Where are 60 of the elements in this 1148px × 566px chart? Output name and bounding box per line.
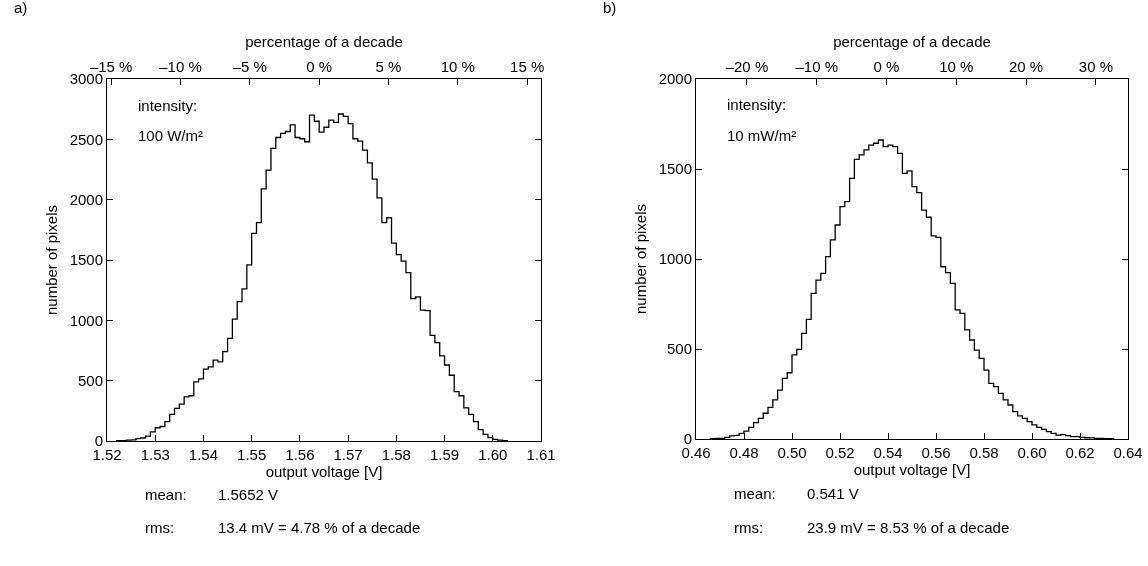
y-axis-title: number of pixels [42, 204, 60, 316]
annotation: intensity: [727, 96, 787, 113]
x-tick-label: 0.52 [825, 444, 855, 461]
x2-tick-label: –15 % [89, 58, 133, 75]
y-tick-label: 1500 [658, 160, 692, 178]
x-tick-label: 1.54 [188, 446, 219, 463]
x-tick-label: 1.53 [140, 446, 170, 463]
x-tick-label: 0.64 [1113, 444, 1143, 461]
x-tick-label: 1.60 [478, 446, 508, 463]
x2-tick-label: –20 % [725, 58, 769, 75]
x-tick-label: 0.48 [729, 444, 759, 461]
y-tick-label: 1000 [69, 311, 103, 329]
x2-axis-title: percentage of a decade [833, 33, 991, 51]
x-tick-label: 1.58 [381, 446, 411, 463]
text: a) [14, 0, 28, 16]
text: rms: [734, 519, 764, 536]
text: 23.9 mV = 8.53 % of a decade [807, 519, 1010, 536]
x-axis-title: output voltage [V] [853, 461, 971, 478]
x2-tick-label: 15 % [510, 58, 545, 75]
y-tick-label: 1500 [69, 251, 103, 269]
x2-tick-label: –5 % [232, 58, 267, 75]
text: b) [603, 0, 617, 16]
x2-tick-label: –10 % [795, 58, 839, 75]
x2-tick-label: 0 % [873, 58, 900, 75]
x-axis-title: output voltage [V] [265, 463, 383, 480]
annotation: 100 W/m² [138, 127, 204, 144]
y-tick-label: 500 [666, 340, 692, 358]
x-tick-label: 0.62 [1065, 444, 1095, 461]
x-tick-label: 0.56 [921, 444, 951, 461]
x2-tick-label: 10 % [440, 58, 475, 75]
text: rms: [145, 519, 175, 536]
text: mean: [734, 485, 776, 502]
y-tick-label: 2000 [658, 70, 692, 88]
x2-axis-title: percentage of a decade [245, 33, 403, 51]
y-tick-label: 2000 [69, 190, 103, 208]
x2-tick-label: 0 % [306, 58, 333, 75]
x-tick-label: 0.60 [1017, 444, 1047, 461]
text: mean: [145, 486, 187, 503]
x-tick-label: 1.56 [285, 446, 315, 463]
y-tick-label: 2500 [69, 130, 103, 148]
text: 1.5652 V [218, 486, 279, 503]
x-tick-label: 1.55 [237, 446, 267, 463]
x-tick-label: 1.61 [526, 446, 556, 463]
text: 0.541 V [807, 485, 859, 502]
y-tick-label: 500 [77, 371, 103, 389]
x-tick-label: 1.59 [429, 446, 460, 463]
annotation: 10 mW/m² [727, 127, 797, 144]
x2-tick-label: 10 % [939, 58, 974, 75]
y-tick-label: 1000 [658, 250, 692, 268]
x-tick-label: 0.50 [777, 444, 807, 461]
x-tick-label: 0.54 [873, 444, 903, 461]
x2-tick-label: 5 % [375, 58, 402, 75]
annotation: intensity: [138, 97, 198, 114]
x2-tick-label: 20 % [1009, 58, 1044, 75]
x2-tick-label: –10 % [159, 58, 202, 75]
x-tick-label: 1.57 [333, 446, 363, 463]
y-axis-title: number of pixels [631, 203, 649, 315]
x-tick-label: 0.58 [969, 444, 999, 461]
text: 13.4 mV = 4.78 % of a decade [218, 519, 421, 536]
x2-tick-label: 30 % [1078, 58, 1113, 75]
